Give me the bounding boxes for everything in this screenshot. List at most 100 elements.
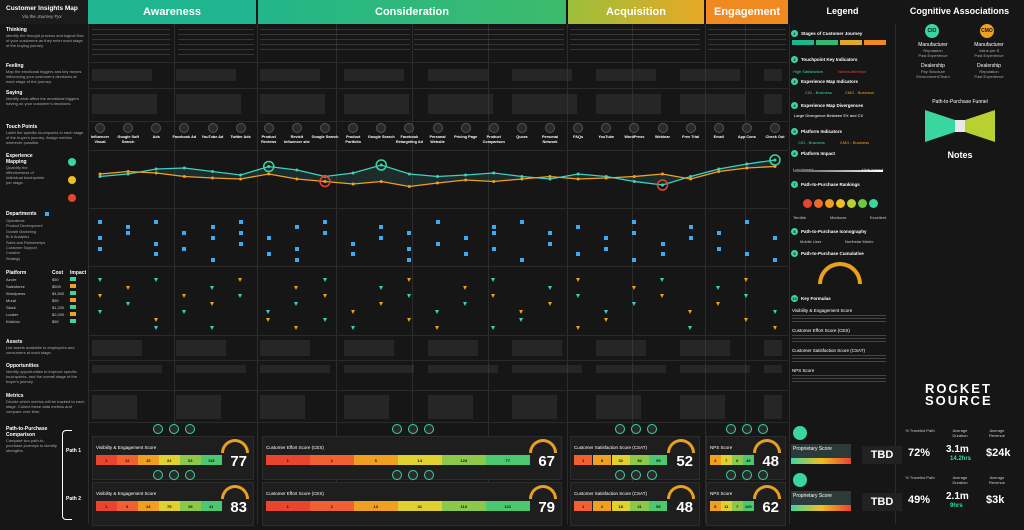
channel-icon[interactable] [424,424,434,434]
needs-attention-marker [319,175,331,188]
channel-icon[interactable] [726,470,736,480]
touchpoint-icon[interactable] [95,123,105,133]
funnel-icon [925,110,995,142]
touchpoint-icon[interactable] [123,123,134,133]
touchpoint-icon[interactable] [376,123,387,133]
gauge-segment: 121 [486,501,530,511]
touchpoint-icon[interactable] [516,123,527,133]
touchpoint-icon[interactable] [629,123,640,133]
channel-icon[interactable] [392,424,402,434]
platform-marker [519,310,524,314]
series-point [548,175,552,178]
row-experience: Experience Mapping Quantify the effectiv… [6,153,50,185]
gauge-segment: 8 [592,455,612,465]
channel-icon[interactable] [758,424,768,434]
channel-icon[interactable] [615,424,625,434]
touchpoint-icon[interactable] [263,123,274,133]
channel-icon[interactable] [185,470,195,480]
series-point [492,171,496,175]
legend-excellent: Excellent [870,215,887,220]
channel-icon[interactable] [726,424,736,434]
touchpoint-icon[interactable] [348,123,359,133]
platform-name: Salesforce [6,284,25,289]
touchpoint-icon[interactable] [657,123,668,133]
stage-consideration[interactable]: Consideration [258,0,566,24]
touchpoint-icon[interactable] [713,123,724,133]
touchpoint-icon[interactable] [685,123,696,133]
channel-icon[interactable] [424,470,434,480]
channel-icon[interactable] [631,470,641,480]
channel-icon[interactable] [185,424,195,434]
gauge-segment: 7 [721,455,732,465]
stage-engagement[interactable]: Engagement [706,0,788,24]
channel-icon[interactable] [408,470,418,480]
touchpoint-label: Quora [516,135,528,139]
touchpoint-icon[interactable] [235,123,246,133]
legend-platform-cmo: CMO - Business [840,140,870,145]
touchpoint-icon[interactable] [151,123,162,133]
channel-icon[interactable] [647,424,657,434]
touchpoint-icon[interactable] [573,123,584,133]
channel-icon[interactable] [758,470,768,480]
stage-awareness[interactable]: Awareness [88,0,256,24]
gauge-score: 67 [538,453,555,470]
gauge-segment: 1 [266,501,310,511]
row-divider [88,360,788,361]
divider [705,24,706,524]
touchpoint-label: Free Trial [682,135,700,139]
touchpoint-icon[interactable] [291,123,302,133]
legend-item: 4 Experience Map Divergences [791,102,891,109]
platform-marker [463,302,468,306]
department-marker [210,257,215,262]
touchpoint-label: Google Search [367,135,395,139]
stage-acquisition[interactable]: Acquisition [568,0,704,24]
platform-marker [660,294,664,298]
department-indicator-icon [45,212,49,216]
platform-row: Salesforce $500 [6,283,88,290]
series-point [492,180,496,183]
channel-icon[interactable] [392,470,402,480]
touchpoint-icon[interactable] [179,123,190,133]
touchpoint-icon[interactable] [460,123,471,133]
row-desc: Label the specific touchpoints in each s… [6,130,84,145]
series-point [407,172,411,176]
row-feeling: Feeling Map the emotional triggers and k… [6,63,86,84]
cmo-badge: CMO [980,24,994,38]
department-marker [604,247,609,251]
touchpoint-icon[interactable] [488,123,499,133]
channel-icon[interactable] [153,424,163,434]
channel-icon[interactable] [615,470,625,480]
channel-icon[interactable] [742,424,752,434]
series-point [295,177,299,181]
path-1-label: Path 1 [66,448,82,454]
touchpoint-icon[interactable] [320,123,330,133]
channel-icon[interactable] [169,470,179,480]
platform-marker [435,310,439,314]
touchpoint-icon[interactable] [432,123,443,133]
channel-icon[interactable] [408,424,418,434]
channel-icon[interactable] [742,470,752,480]
formula-body [792,355,886,363]
cognitive-left: Manufacturer Reputation Past Experience … [906,42,960,79]
channel-icon[interactable] [647,470,657,480]
gauge-segment: 75 [159,501,180,511]
row-saying: Saying Identify what affect the emotiona… [6,90,86,106]
channel-icon[interactable] [169,424,179,434]
touchpoint-icon[interactable] [770,123,780,133]
department-marker [294,247,299,251]
touchpoint-icon[interactable] [207,123,218,133]
gauge-segment: 5 [354,455,398,465]
touchpoint-icon[interactable] [741,123,752,133]
touchpoint-label: Facebook Ad [172,135,197,139]
gauge-title: Visibility & Engagement Score [96,491,157,496]
channel-icon[interactable] [153,470,163,480]
platform-name: Looker [6,312,19,317]
channel-icon[interactable] [631,424,641,434]
platform-marker [603,310,608,314]
touchpoint-icon[interactable] [601,123,612,133]
touchpoint-icon[interactable] [545,123,555,133]
platform-col-name: Platform [6,270,27,276]
touchpoint-icon[interactable] [404,123,415,133]
score-gauge: NPS Score 5 11 7 100 62 [706,482,786,526]
face-6-icon [858,198,867,208]
